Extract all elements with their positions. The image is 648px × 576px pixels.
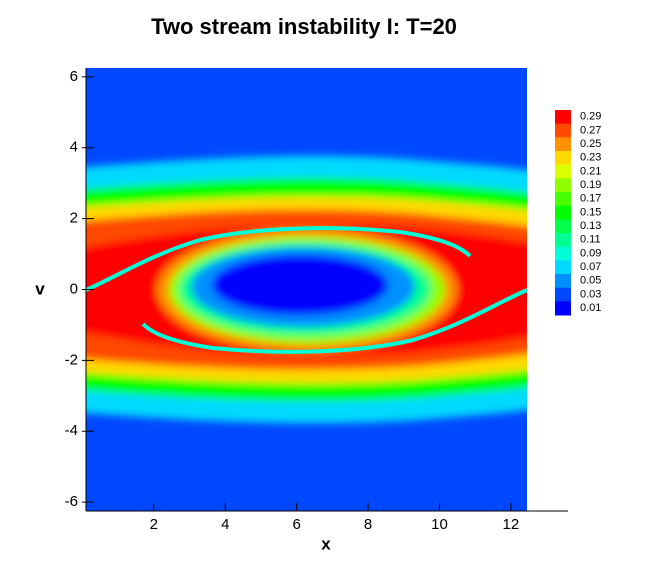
x-axis-label: x bbox=[321, 534, 331, 553]
colorbar-label: 0.07 bbox=[580, 261, 601, 273]
colorbar-swatch bbox=[555, 246, 571, 261]
colorbar-swatch bbox=[555, 123, 571, 138]
colorbar-label: 0.11 bbox=[580, 234, 601, 246]
colorbar-label: 0.17 bbox=[580, 193, 601, 205]
y-tick-label: -6 bbox=[65, 493, 78, 510]
y-axis-label: v bbox=[35, 279, 45, 298]
vortex-core bbox=[212, 255, 388, 315]
colorbar-label: 0.25 bbox=[580, 138, 601, 150]
colorbar-label: 0.21 bbox=[580, 165, 601, 177]
colorbar-label: 0.05 bbox=[580, 275, 601, 287]
contour-field bbox=[86, 68, 527, 511]
colorbar-label: 0.29 bbox=[580, 111, 601, 123]
y-tick-label: -2 bbox=[65, 351, 78, 368]
x-tick-label: 4 bbox=[221, 516, 229, 533]
colorbar-swatch bbox=[555, 192, 571, 207]
colorbar-swatch bbox=[555, 301, 571, 316]
x-tick-label: 8 bbox=[364, 516, 372, 533]
colorbar-swatch bbox=[555, 137, 571, 152]
colorbar-swatch bbox=[555, 164, 571, 179]
colorbar-label: 0.15 bbox=[580, 206, 601, 218]
colorbar-label: 0.23 bbox=[580, 152, 601, 164]
separatrix bbox=[141, 288, 527, 354]
colorbar-swatch bbox=[555, 260, 571, 275]
colorbar-swatch bbox=[555, 287, 571, 302]
colorbar-label: 0.01 bbox=[580, 302, 601, 314]
separatrix bbox=[86, 226, 472, 292]
y-tick-label: -4 bbox=[65, 422, 78, 439]
x-tick-label: 10 bbox=[431, 516, 448, 533]
colorbar-label: 0.27 bbox=[580, 124, 601, 136]
x-tick-label: 2 bbox=[150, 516, 158, 533]
chart-title: Two stream instability I: T=20 bbox=[151, 14, 457, 39]
x-tick-label: 12 bbox=[503, 516, 520, 533]
colorbar-label: 0.03 bbox=[580, 288, 601, 300]
colorbar-swatch bbox=[555, 205, 571, 220]
colorbar-swatch bbox=[555, 274, 571, 289]
colorbar-swatch bbox=[555, 219, 571, 234]
y-tick-label: 6 bbox=[70, 68, 78, 85]
colorbar-swatch bbox=[555, 110, 571, 125]
colorbar-label: 0.19 bbox=[580, 179, 601, 191]
colorbar-label: 0.13 bbox=[580, 220, 601, 232]
x-tick-label: 6 bbox=[292, 516, 300, 533]
y-tick-label: 2 bbox=[70, 210, 78, 227]
colorbar-label: 0.09 bbox=[580, 247, 601, 259]
y-tick-label: 0 bbox=[70, 280, 78, 297]
y-tick-label: 4 bbox=[70, 139, 78, 156]
colorbar-swatch bbox=[555, 178, 571, 193]
colorbar-swatch bbox=[555, 233, 571, 248]
colorbar-swatch bbox=[555, 151, 571, 166]
